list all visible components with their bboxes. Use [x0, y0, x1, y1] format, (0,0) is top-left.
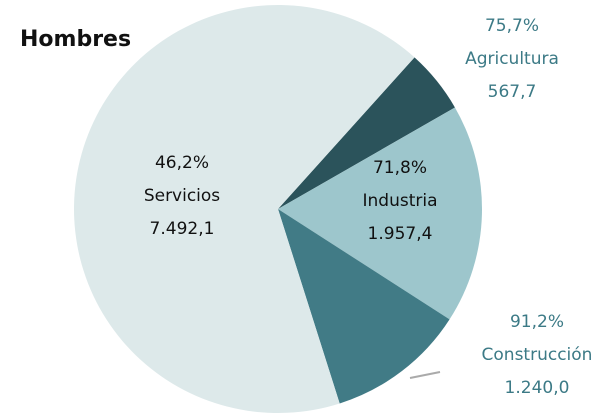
value-label: 7.492,1	[150, 219, 215, 239]
pie-slice	[278, 107, 483, 320]
percent-label: 71,8%	[373, 158, 427, 178]
percent-label: 75,7%	[485, 16, 539, 36]
value-label: 1.240,0	[505, 378, 570, 398]
pie-slice	[278, 209, 450, 404]
value-label: 1.957,4	[368, 224, 433, 244]
category-label: Construcción	[482, 345, 593, 365]
leader-line	[409, 371, 441, 379]
pie-slice	[278, 57, 455, 210]
category-label: Servicios	[144, 186, 220, 206]
percent-label: 46,2%	[155, 153, 209, 173]
percent-label: 91,2%	[510, 312, 564, 332]
chart-title: Hombres	[20, 27, 131, 52]
category-label: Industria	[362, 191, 437, 211]
category-label: Agricultura	[465, 49, 559, 69]
pie-slice	[74, 4, 415, 414]
value-label: 567,7	[488, 82, 537, 102]
